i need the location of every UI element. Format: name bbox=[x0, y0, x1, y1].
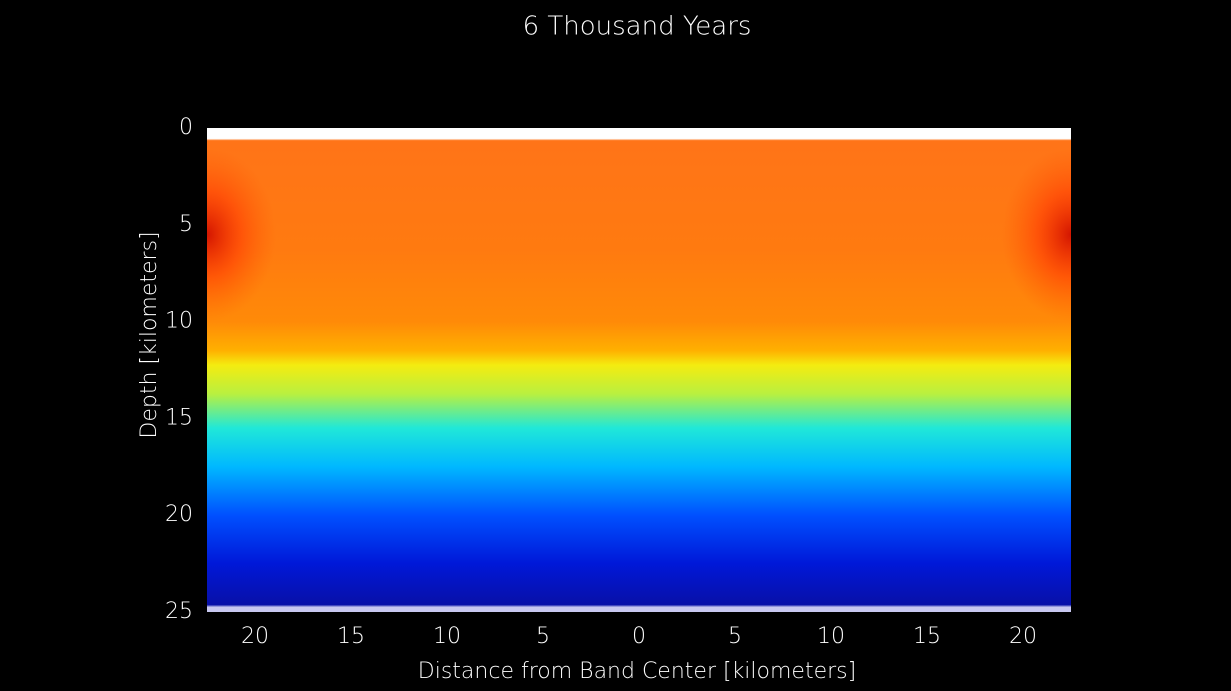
x-axis-label: Distance from Band Center [kilometers] bbox=[418, 659, 856, 684]
x-tick-label: 5 bbox=[728, 624, 742, 649]
y-tick-label: 15 bbox=[165, 405, 193, 430]
heatmap-field bbox=[207, 128, 1071, 612]
y-tick-label: 10 bbox=[165, 309, 193, 334]
y-tick-label: 20 bbox=[165, 502, 193, 527]
y-tick-label: 0 bbox=[179, 115, 193, 140]
x-tick-label: 20 bbox=[241, 624, 269, 649]
x-tick-label: 0 bbox=[632, 624, 646, 649]
y-tick-label: 5 bbox=[179, 212, 193, 237]
y-axis-label: Depth [kilometers] bbox=[137, 231, 162, 438]
chart-title: 6 Thousand Years bbox=[523, 12, 752, 42]
x-tick-label: 5 bbox=[536, 624, 550, 649]
y-tick-label: 25 bbox=[165, 599, 193, 624]
chart: 6 Thousand Years Distance from Band Cent… bbox=[0, 0, 1231, 691]
edge-heat bbox=[933, 147, 1071, 321]
x-tick-label: 15 bbox=[337, 624, 365, 649]
x-tick-label: 20 bbox=[1009, 624, 1037, 649]
x-tick-label: 10 bbox=[817, 624, 845, 649]
page: {"chart_data": { "type": "heatmap", "tit… bbox=[0, 0, 1231, 691]
edge-heat bbox=[207, 147, 345, 321]
x-tick-label: 15 bbox=[913, 624, 941, 649]
x-tick-label: 10 bbox=[433, 624, 461, 649]
